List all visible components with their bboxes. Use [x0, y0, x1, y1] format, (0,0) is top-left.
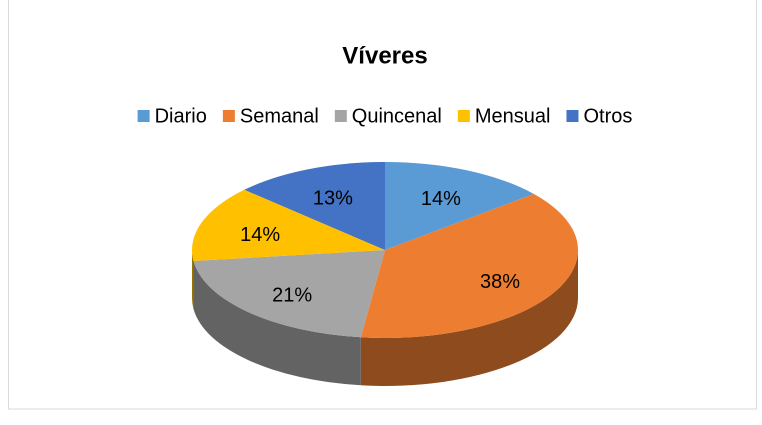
legend-swatch: [566, 110, 579, 122]
legend-swatch: [457, 110, 470, 122]
data-label: 38%: [480, 271, 520, 293]
legend-swatch: [222, 110, 235, 122]
data-label: 13%: [313, 187, 353, 209]
data-label: 21%: [272, 285, 312, 307]
legend-label: Mensual: [475, 105, 551, 127]
pie: 14% 38% 21% 14% 13%: [191, 162, 578, 386]
legend-swatch: [334, 110, 347, 122]
legend-swatch: [137, 110, 150, 122]
slice: [191, 189, 385, 262]
slice: [360, 193, 578, 338]
slice: [244, 162, 385, 250]
slice: [385, 162, 534, 250]
data-label: 14%: [240, 224, 280, 246]
data-label: 14%: [421, 188, 461, 210]
legend-label: Semanal: [240, 105, 319, 127]
slice: [193, 250, 385, 338]
slice-side: [193, 261, 361, 386]
slice-side: [192, 250, 194, 310]
chart-title: Víveres: [342, 42, 427, 69]
slice-side: [360, 250, 578, 386]
legend-label: Diario: [155, 105, 207, 127]
legend-label: Otros: [583, 105, 632, 127]
legend-label: Quincenal: [352, 105, 442, 127]
legend: Diario Semanal Quincenal Mensual Otros: [137, 105, 632, 127]
